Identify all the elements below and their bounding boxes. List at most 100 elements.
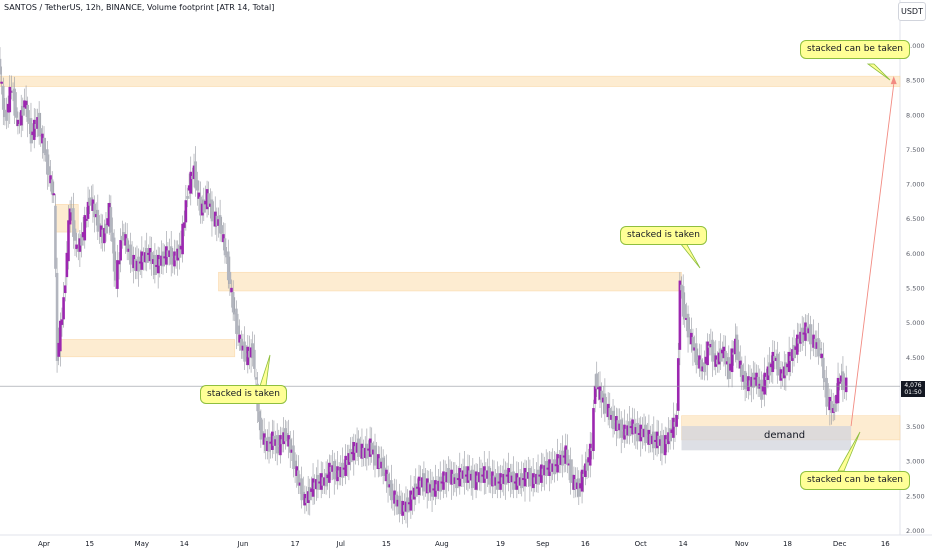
candle-body <box>683 304 687 320</box>
candle-body <box>388 484 391 488</box>
candle-body <box>479 467 483 483</box>
candle-body <box>107 202 111 227</box>
candle-body <box>318 481 321 484</box>
candle-body <box>795 334 799 355</box>
candle-body <box>522 478 525 481</box>
candle-body <box>794 346 797 350</box>
candle-body <box>566 449 569 465</box>
candle-body <box>616 420 620 431</box>
annotation-stacked-is-taken-oct[interactable]: stacked is taken <box>620 226 707 245</box>
candle-body <box>15 107 18 118</box>
candle-body <box>28 121 31 124</box>
candle-body <box>130 256 134 260</box>
candle-body <box>465 474 468 477</box>
annotation-stacked-is-taken-jun[interactable]: stacked is taken <box>200 385 287 404</box>
candle-body <box>93 203 96 218</box>
candle-body <box>243 341 246 362</box>
candle-body <box>310 488 313 492</box>
candle-body <box>761 386 765 392</box>
candle-body <box>114 263 118 281</box>
candle-body <box>235 308 238 334</box>
candle-body <box>815 342 819 349</box>
candle-body <box>349 448 352 463</box>
candle-body <box>186 196 189 199</box>
candle-body <box>47 166 51 175</box>
candle-body <box>593 385 597 404</box>
candle-body <box>685 317 688 320</box>
candle-body <box>610 414 613 420</box>
candle-body <box>138 261 142 264</box>
candle-body <box>667 432 670 445</box>
candle-body <box>588 443 592 466</box>
time-tick-label: 16 <box>881 540 890 548</box>
candle-body <box>809 324 812 345</box>
candle-body <box>526 472 530 479</box>
candle-body <box>21 105 25 116</box>
annotation-stacked-can-be-taken-bottom[interactable]: stacked can be taken <box>800 471 910 490</box>
candle-body <box>246 346 250 366</box>
candle-body <box>213 211 217 227</box>
candle-body <box>103 227 106 244</box>
candle-body <box>31 131 34 136</box>
candle-body <box>438 476 442 492</box>
candle-body <box>173 251 176 267</box>
candle-body <box>127 248 131 252</box>
candle-body <box>789 356 793 361</box>
candle-body <box>792 345 796 359</box>
candle-body <box>373 445 377 466</box>
candle-body <box>135 260 139 271</box>
candle-body <box>738 360 742 369</box>
candle-body <box>456 478 460 481</box>
time-tick-label: Aug <box>435 540 449 548</box>
candle-body <box>662 445 665 448</box>
candle-body <box>293 460 297 468</box>
candle-body <box>443 475 447 483</box>
candle-body <box>782 366 786 379</box>
candle-body <box>94 214 98 218</box>
annotation-pointer-jun <box>259 354 271 387</box>
candle-body <box>62 297 65 320</box>
candle-body <box>406 497 409 513</box>
candle-body <box>580 469 584 492</box>
demand-zone <box>681 426 852 451</box>
candle-body <box>804 322 807 341</box>
candle-body <box>204 200 207 205</box>
candle-body <box>499 473 502 490</box>
candle-body <box>194 161 197 189</box>
candle-body <box>261 431 264 437</box>
candle-body <box>781 373 784 379</box>
candle-body <box>191 175 194 180</box>
candle-body <box>823 378 827 383</box>
candle-body <box>331 465 334 472</box>
overlay-layer <box>0 63 900 472</box>
candle-body <box>332 461 336 480</box>
candle-body <box>732 352 735 355</box>
candle-body <box>390 480 393 501</box>
candle-body <box>699 359 703 372</box>
candle-body <box>344 455 347 476</box>
candle-body <box>403 505 406 512</box>
candle-body <box>495 473 499 490</box>
candle-body <box>451 473 455 484</box>
candle-body <box>725 361 729 365</box>
price-axis[interactable]: 9.000 8.500 8.000 7.500 7.000 6.500 6.000 5.500… <box>906 42 925 535</box>
candle-body <box>305 498 308 503</box>
time-axis[interactable]: Apr 15 May 14 Jun 17 Jul 15 Aug 19 Sep 16 Oct 14 Nov 18… <box>38 540 932 548</box>
candle-body <box>109 207 113 233</box>
candle-body <box>649 434 652 445</box>
candle-body <box>57 342 60 357</box>
candle-body <box>510 475 514 483</box>
candle-body <box>507 467 510 483</box>
candle-body <box>19 110 23 126</box>
candle-body <box>380 461 383 469</box>
candle-body <box>376 454 380 470</box>
candle-body <box>60 319 64 325</box>
candle-body <box>215 215 219 226</box>
candle-body <box>500 477 504 484</box>
candle-body <box>230 287 233 293</box>
annotation-stacked-can-be-taken-top[interactable]: stacked can be taken <box>800 40 910 59</box>
currency-unit-button[interactable]: USDT <box>898 2 926 21</box>
candle-body <box>352 442 356 461</box>
candle-body <box>0 58 2 75</box>
time-tick-label: Dec <box>833 540 847 548</box>
